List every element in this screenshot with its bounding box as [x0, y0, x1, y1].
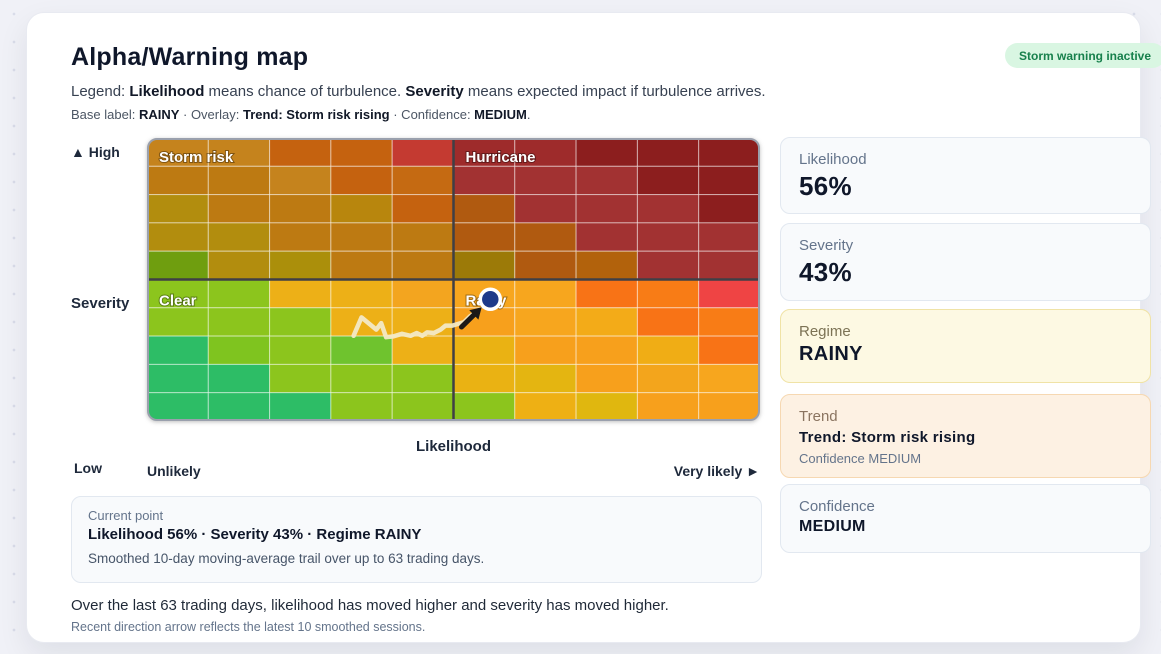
stat-card-likelihood: Likelihood 56%: [780, 137, 1151, 214]
stat-subtext: Confidence MEDIUM: [799, 451, 922, 466]
y-axis-title: Severity: [71, 295, 130, 312]
stat-label: Confidence: [799, 498, 875, 515]
quadrant-label-top-right: Hurricane: [466, 149, 536, 166]
summary-text: Over the last 63 trading days, likelihoo…: [71, 597, 669, 614]
stat-value: 56%: [799, 171, 852, 201]
legend-line: Legend: Likelihood means chance of turbu…: [71, 83, 766, 100]
stat-value: RAINY: [799, 343, 863, 365]
x-axis-min-label: Unlikely: [147, 463, 201, 479]
current-point-panel: Current point Likelihood 56% · Severity …: [71, 496, 762, 583]
x-axis-title: Likelihood: [416, 438, 491, 455]
current-point-label: Current point: [88, 508, 164, 523]
current-point-marker: [478, 287, 503, 312]
app-card: Alpha/Warning map Storm warning inactive…: [26, 12, 1161, 643]
stat-card-confidence: Confidence MEDIUM: [780, 484, 1151, 553]
base-label-line: Base label: RAINY · Overlay: Trend: Stor…: [71, 107, 531, 122]
stat-card-regime: Regime RAINY: [780, 309, 1151, 383]
footnote-text: Recent direction arrow reflects the late…: [71, 620, 426, 634]
stat-label: Regime: [799, 323, 851, 340]
stat-label: Severity: [799, 237, 854, 254]
stat-card-severity: Severity 43%: [780, 223, 1151, 301]
warning-map[interactable]: Storm riskHurricaneClearRainy: [147, 138, 760, 421]
stat-card-trend: Trend Trend: Storm risk rising Confidenc…: [780, 394, 1151, 478]
stat-value: MEDIUM: [799, 518, 866, 535]
quadrant-label-bottom-left: Clear: [159, 293, 197, 310]
y-axis-high-label: ▲ High: [71, 144, 120, 160]
warning-map-svg: Storm riskHurricaneClearRainy: [147, 138, 760, 421]
current-point-note: Smoothed 10-day moving-average trail ove…: [88, 551, 485, 566]
stat-label: Trend: [799, 408, 838, 425]
status-badge: Storm warning inactive: [1005, 43, 1161, 68]
stat-value: 43%: [799, 257, 852, 287]
y-axis-low-label: Low: [74, 460, 102, 476]
stat-value: Trend: Storm risk rising: [799, 429, 976, 446]
quadrant-label-top-left: Storm risk: [159, 149, 234, 166]
page-title: Alpha/Warning map: [71, 43, 309, 71]
stat-label: Likelihood: [799, 151, 867, 168]
x-axis-max-label: Very likely ►: [673, 463, 760, 479]
current-point-value: Likelihood 56% · Severity 43% · Regime R…: [88, 526, 422, 543]
